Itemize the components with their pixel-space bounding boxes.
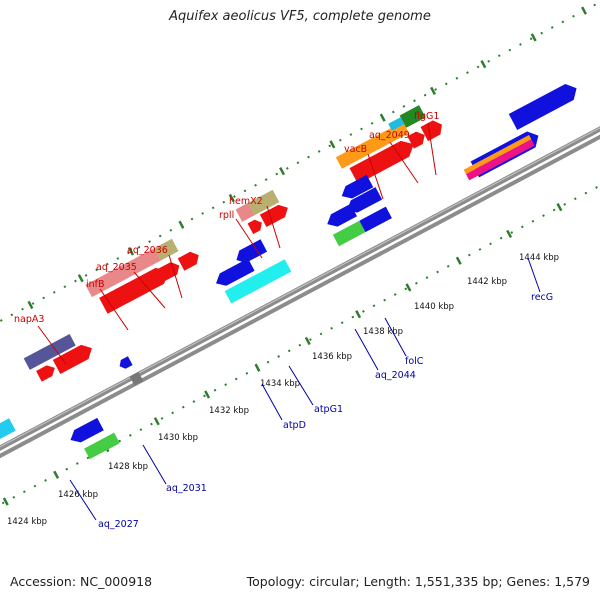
gene-arrow[interactable] xyxy=(338,174,374,202)
scale-tick xyxy=(556,203,563,212)
tick-label: 1428 kbp xyxy=(108,462,148,472)
scale-tick xyxy=(2,497,9,506)
reverse-genes xyxy=(67,135,535,460)
tick-label: 1444 kbp xyxy=(519,253,559,263)
gene-arrow[interactable] xyxy=(420,118,446,142)
scale-tick xyxy=(379,113,386,122)
tick-label: 1432 kbp xyxy=(209,406,249,416)
gene-block[interactable] xyxy=(247,189,280,216)
gene-label-aq-2049[interactable]: aq_2049 xyxy=(369,130,410,141)
backbone-highlight xyxy=(0,71,600,476)
gene-block[interactable] xyxy=(235,202,255,222)
scale-tick xyxy=(530,33,537,42)
gene-label-aq-2027[interactable]: aq_2027 xyxy=(98,519,139,530)
gene-label-folc[interactable]: folC xyxy=(405,356,424,367)
scale-tick xyxy=(455,256,462,265)
tick-label: 1436 kbp xyxy=(312,352,352,362)
scale-tick xyxy=(153,417,160,426)
gene-block[interactable] xyxy=(335,128,397,169)
gene-label-aq-2044[interactable]: aq_2044 xyxy=(375,370,416,381)
gene-block[interactable] xyxy=(0,418,16,451)
forward-leader-lines xyxy=(37,122,437,365)
tick-label: 1440 kbp xyxy=(414,302,454,312)
gene-block[interactable] xyxy=(388,117,405,131)
scale-tick xyxy=(506,229,513,239)
scale-tick xyxy=(480,60,487,69)
gene-block[interactable] xyxy=(129,372,144,386)
gene-label-flgg1[interactable]: flgG1 xyxy=(414,111,439,122)
gene-label-vacb[interactable]: vacB xyxy=(344,144,367,155)
scale-tick xyxy=(304,336,311,346)
gene-arrow[interactable] xyxy=(247,217,265,235)
scale-tick xyxy=(77,274,84,283)
map-title: Aquifex aeolicus VF5, complete genome xyxy=(169,9,431,24)
gene-arrow[interactable] xyxy=(99,263,173,314)
gene-label-recg[interactable]: recG xyxy=(531,292,553,303)
tick-label: 1424 kbp xyxy=(7,517,47,527)
gene-block[interactable] xyxy=(399,105,426,128)
backbone-strand xyxy=(0,70,600,479)
gene-arrow[interactable] xyxy=(508,80,581,130)
scale-tick xyxy=(581,6,588,15)
upper-scale-line xyxy=(0,0,600,379)
gene-block[interactable] xyxy=(332,220,366,247)
gene-arrow[interactable] xyxy=(407,129,428,149)
gene-arrow[interactable] xyxy=(233,239,268,266)
scale-tick xyxy=(279,167,286,176)
gene-arrow[interactable] xyxy=(177,249,202,271)
scale-tick xyxy=(204,390,211,399)
gene-arrow[interactable] xyxy=(52,341,96,375)
tick-label: 1430 kbp xyxy=(158,433,198,443)
gene-block[interactable] xyxy=(84,432,120,460)
gene-arrow[interactable] xyxy=(36,363,58,382)
gene-arrow[interactable] xyxy=(117,356,133,370)
forward-labels: napA3 infB aq_2035 aq_2036 rpll hemX2 va… xyxy=(14,111,439,325)
accession-text: Accession: NC_000918 xyxy=(10,574,153,589)
tick-label: 1426 kbp xyxy=(58,490,98,500)
gene-label-atpd[interactable]: atpD xyxy=(283,420,306,431)
gene-label-napa3[interactable]: napA3 xyxy=(14,314,44,325)
scale-tick xyxy=(430,86,437,96)
gene-label-atpg1[interactable]: atpG1 xyxy=(314,404,343,415)
gene-block[interactable] xyxy=(391,124,410,140)
gene-arrow[interactable] xyxy=(349,136,418,185)
gene-arrow[interactable] xyxy=(213,258,255,289)
scale-tick xyxy=(178,220,185,229)
gene-arrow[interactable] xyxy=(344,187,383,216)
reverse-labels: aq_2027 aq_2031 atpD atpG1 aq_2044 folC … xyxy=(98,292,553,530)
scale-tick xyxy=(27,300,34,310)
scale-tick xyxy=(53,470,60,479)
scale-tick xyxy=(228,193,235,203)
gene-block[interactable] xyxy=(23,333,76,370)
reverse-leader-lines xyxy=(69,257,541,521)
gene-label-aq-2035[interactable]: aq_2035 xyxy=(96,262,137,273)
gene-label-infb[interactable]: infB xyxy=(86,279,105,290)
gene-label-rpll[interactable]: rpll xyxy=(219,210,234,221)
scale-tick xyxy=(128,247,135,256)
gene-label-aq-2036[interactable]: aq_2036 xyxy=(127,245,168,256)
gene-arrow[interactable] xyxy=(158,259,182,282)
tick-label: 1442 kbp xyxy=(467,277,507,287)
scale-tick xyxy=(405,283,412,292)
scale-tick xyxy=(329,140,336,149)
gene-label-hemx2[interactable]: hemX2 xyxy=(229,196,263,207)
gene-block[interactable] xyxy=(154,238,179,261)
gene-block[interactable] xyxy=(85,248,161,298)
gene-block[interactable] xyxy=(224,259,292,304)
gene-block[interactable] xyxy=(465,139,535,181)
genome-summary-text: Topology: circular; Length: 1,551,335 bp… xyxy=(246,574,590,589)
tick-labels: 1424 kbp 1426 kbp 1428 kbp 1430 kbp 1432… xyxy=(7,253,559,527)
gene-arrow[interactable] xyxy=(67,417,104,446)
tick-label: 1434 kbp xyxy=(260,379,300,389)
gene-arrow[interactable] xyxy=(259,202,291,228)
tick-label: 1438 kbp xyxy=(363,327,403,337)
scale-tick xyxy=(355,310,362,319)
scale-ticks xyxy=(2,6,588,506)
gene-block[interactable] xyxy=(463,135,532,175)
backbone-strand xyxy=(0,76,600,485)
gene-block[interactable] xyxy=(359,206,392,233)
gene-label-aq-2031[interactable]: aq_2031 xyxy=(166,483,207,494)
scale-tick xyxy=(254,363,261,372)
